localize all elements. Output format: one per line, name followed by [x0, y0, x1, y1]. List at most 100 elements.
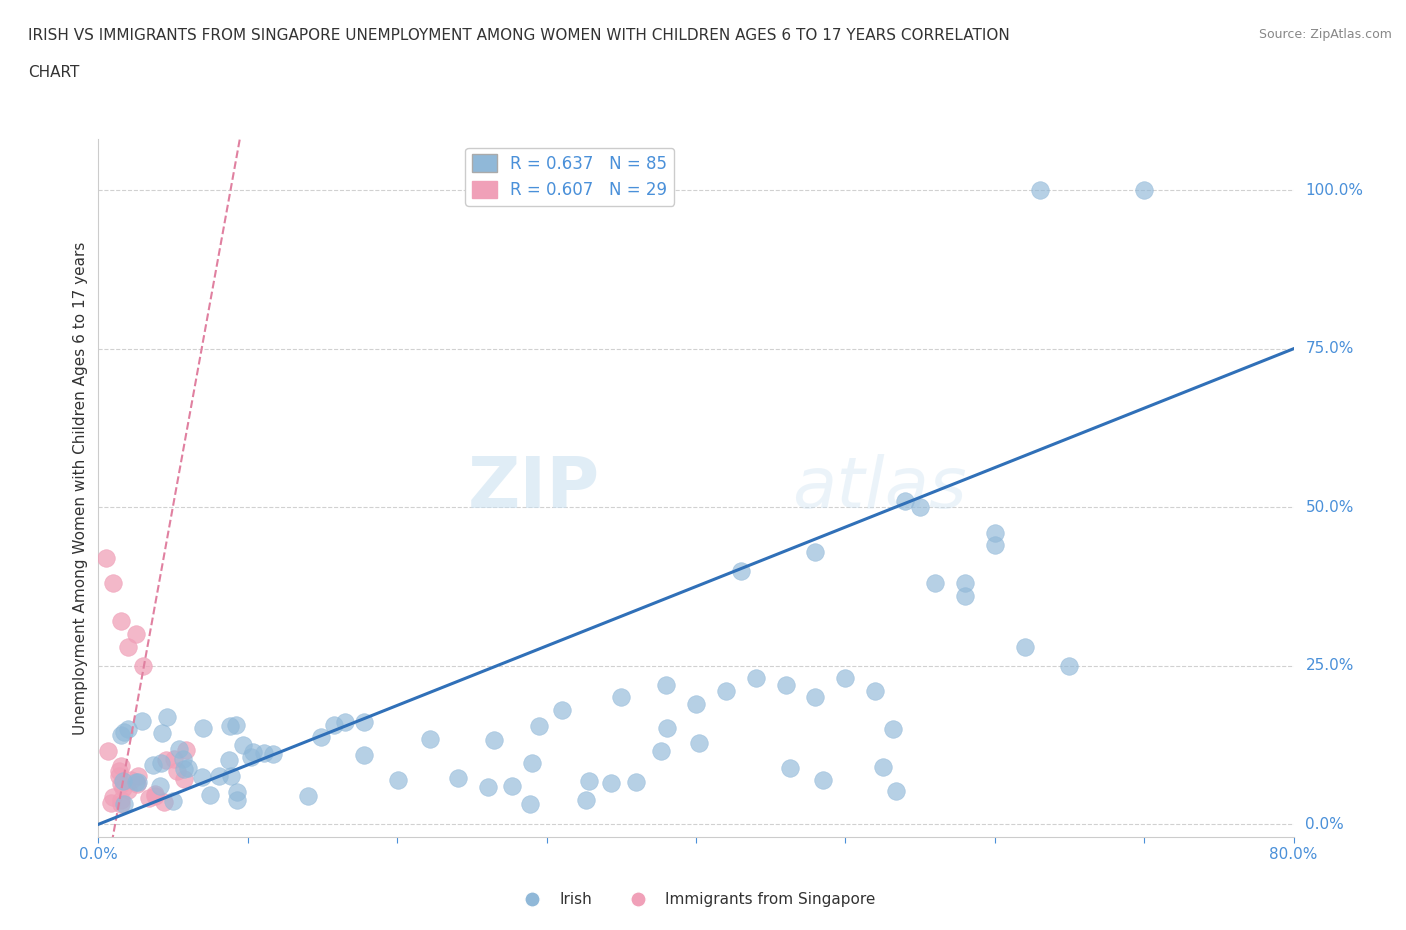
Point — [983, 525, 1005, 540]
Point — [112, 797, 135, 812]
Text: CHART: CHART — [28, 65, 80, 80]
Text: 25.0%: 25.0% — [1305, 658, 1354, 673]
Text: 100.0%: 100.0% — [1305, 182, 1364, 198]
Point — [120, 773, 142, 788]
Point — [599, 776, 621, 790]
Point — [419, 732, 441, 747]
Point — [522, 755, 544, 770]
Text: atlas: atlas — [792, 454, 966, 523]
Point — [94, 551, 117, 565]
Point — [117, 639, 139, 654]
Point — [148, 778, 170, 793]
Point — [218, 752, 240, 767]
Point — [225, 718, 247, 733]
Point — [239, 750, 262, 764]
Point — [953, 576, 976, 591]
Point — [775, 677, 797, 692]
Point — [924, 576, 946, 591]
Point — [1343, 183, 1365, 198]
Point — [550, 703, 572, 718]
Point — [477, 780, 499, 795]
Point — [127, 775, 149, 790]
Point — [983, 538, 1005, 552]
Point — [112, 780, 135, 795]
Point — [138, 790, 160, 805]
Point — [886, 784, 908, 799]
Point — [97, 744, 120, 759]
Point — [110, 777, 132, 791]
Point — [155, 753, 177, 768]
Point — [100, 795, 122, 810]
Point — [218, 719, 240, 734]
Text: Source: ZipAtlas.com: Source: ZipAtlas.com — [1258, 28, 1392, 41]
Point — [132, 658, 155, 673]
Point — [103, 576, 125, 591]
Point — [908, 499, 931, 514]
Text: 75.0%: 75.0% — [1305, 341, 1354, 356]
Point — [578, 774, 600, 789]
Point — [655, 721, 678, 736]
Point — [143, 787, 166, 802]
Point — [191, 721, 214, 736]
Point — [225, 792, 247, 807]
Legend: Irish, Immigrants from Singapore: Irish, Immigrants from Singapore — [510, 886, 882, 913]
Point — [125, 627, 148, 642]
Point — [242, 745, 264, 760]
Point — [1133, 183, 1156, 198]
Point — [263, 747, 285, 762]
Point — [111, 773, 134, 788]
Point — [730, 564, 752, 578]
Point — [198, 788, 221, 803]
Point — [484, 733, 506, 748]
Point — [167, 741, 190, 756]
Point — [117, 722, 139, 737]
Point — [150, 755, 173, 770]
Point — [323, 717, 346, 732]
Point — [110, 759, 132, 774]
Point — [501, 779, 523, 794]
Point — [143, 788, 166, 803]
Point — [1059, 658, 1081, 673]
Point — [110, 792, 132, 807]
Point — [253, 746, 276, 761]
Point — [353, 714, 375, 729]
Point — [309, 729, 332, 744]
Point — [655, 677, 678, 692]
Point — [865, 684, 887, 698]
Point — [953, 589, 976, 604]
Point — [232, 737, 254, 752]
Point — [688, 736, 710, 751]
Point — [101, 790, 124, 804]
Point — [156, 710, 179, 724]
Point — [153, 794, 176, 809]
Text: ZIP: ZIP — [468, 454, 600, 523]
Point — [745, 671, 768, 686]
Point — [110, 728, 132, 743]
Point — [166, 764, 188, 778]
Point — [125, 777, 148, 791]
Point — [162, 793, 184, 808]
Point — [610, 690, 633, 705]
Point — [353, 748, 375, 763]
Point — [117, 782, 139, 797]
Point — [107, 768, 129, 783]
Point — [173, 772, 195, 787]
Point — [191, 769, 214, 784]
Point — [131, 713, 153, 728]
Point — [142, 758, 165, 773]
Point — [208, 769, 231, 784]
Y-axis label: Unemployment Among Women with Children Ages 6 to 17 years: Unemployment Among Women with Children A… — [73, 242, 89, 735]
Point — [219, 768, 242, 783]
Point — [150, 725, 173, 740]
Point — [804, 690, 827, 705]
Point — [872, 760, 894, 775]
Text: IRISH VS IMMIGRANTS FROM SINGAPORE UNEMPLOYMENT AMONG WOMEN WITH CHILDREN AGES 6: IRISH VS IMMIGRANTS FROM SINGAPORE UNEMP… — [28, 28, 1010, 43]
Point — [176, 761, 198, 776]
Point — [714, 684, 737, 698]
Point — [174, 743, 197, 758]
Point — [446, 770, 468, 785]
Point — [333, 714, 356, 729]
Point — [112, 724, 135, 739]
Point — [1014, 639, 1036, 654]
Point — [626, 775, 648, 790]
